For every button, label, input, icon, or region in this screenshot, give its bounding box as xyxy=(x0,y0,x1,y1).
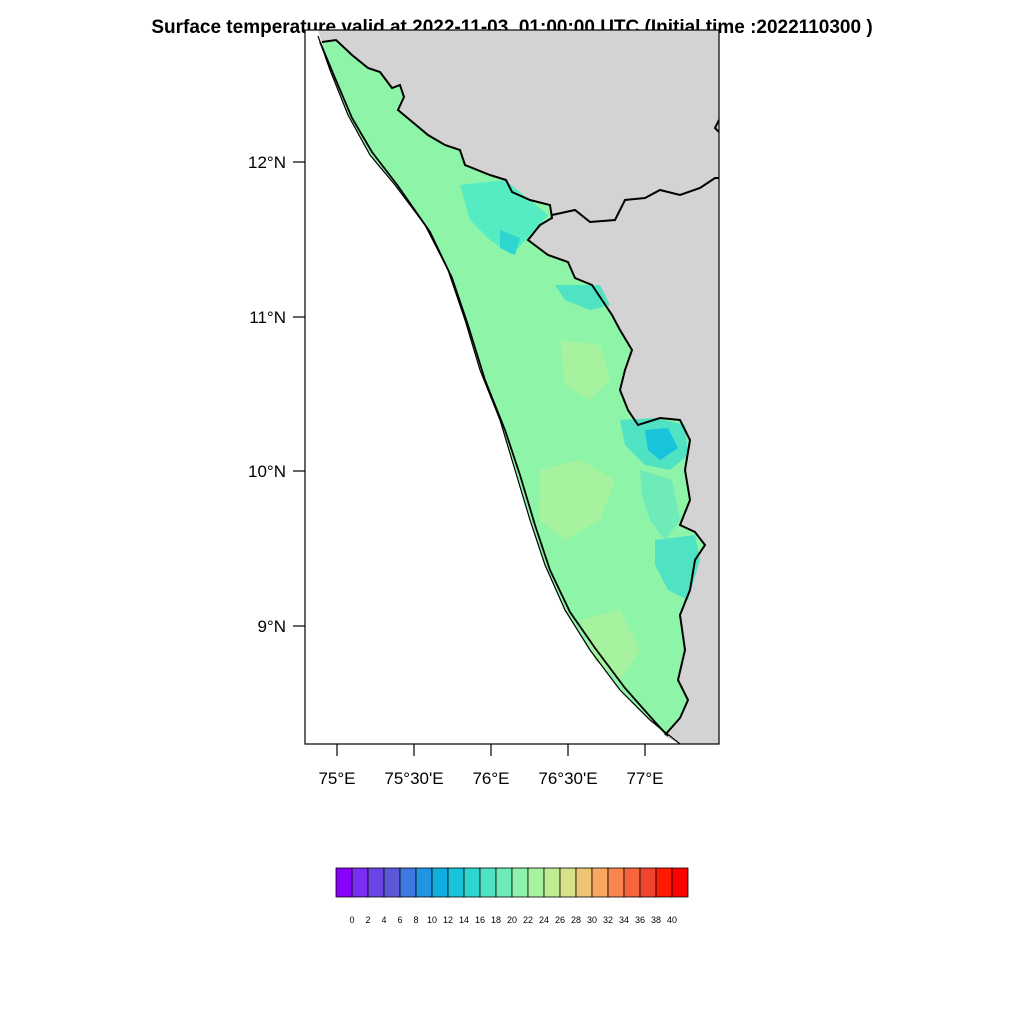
colorbar-box xyxy=(559,867,577,898)
lon-label-76e: 76°E xyxy=(472,769,509,788)
colorbar-box xyxy=(399,867,417,898)
lon-label-77e: 77°E xyxy=(626,769,663,788)
colorbar-label: 10 xyxy=(427,915,437,925)
colorbar-box xyxy=(511,867,529,898)
colorbar-box xyxy=(447,867,465,898)
state-boundary xyxy=(321,38,707,736)
colorbar-box xyxy=(335,867,353,898)
cool-patch-south xyxy=(655,535,700,600)
warm-patch-south xyxy=(580,610,640,680)
colorbar-box xyxy=(383,867,401,898)
colorbar-label: 4 xyxy=(381,915,386,925)
lon-label-76-30e: 76°30'E xyxy=(538,769,597,788)
colorbar-box xyxy=(351,867,369,898)
colorbar-label: 16 xyxy=(475,915,485,925)
lat-label-9n: 9°N xyxy=(257,617,286,636)
colorbar-label: 6 xyxy=(397,915,402,925)
lon-label-75e: 75°E xyxy=(318,769,355,788)
colorbar-box xyxy=(623,867,641,898)
colorbar xyxy=(335,867,689,898)
warm-patch-coast xyxy=(540,460,615,540)
warm-patch-central xyxy=(560,340,610,400)
colorbar-label: 26 xyxy=(555,915,565,925)
colorbar-box xyxy=(639,867,657,898)
colorbar-label: 18 xyxy=(491,915,501,925)
colorbar-label: 2 xyxy=(365,915,370,925)
colorbar-box xyxy=(655,867,673,898)
lon-label-75-30e: 75°30'E xyxy=(384,769,443,788)
lat-label-11n: 11°N xyxy=(249,308,286,327)
colorbar-box xyxy=(575,867,593,898)
colorbar-label: 28 xyxy=(571,915,581,925)
colorbar-label: 0 xyxy=(349,915,354,925)
coastline xyxy=(317,35,681,744)
colorbar-box xyxy=(415,867,433,898)
colorbar-box xyxy=(431,867,449,898)
colorbar-box xyxy=(495,867,513,898)
colorbar-label: 30 xyxy=(587,915,597,925)
colorbar-label: 40 xyxy=(667,915,677,925)
colorbar-box xyxy=(479,867,497,898)
colorbar-box xyxy=(607,867,625,898)
colorbar-label: 24 xyxy=(539,915,549,925)
colorbar-label: 38 xyxy=(651,915,661,925)
karnataka-tamilnadu-boundary xyxy=(551,177,719,224)
colorbar-box xyxy=(591,867,609,898)
colorbar-box xyxy=(463,867,481,898)
coastline-inner xyxy=(319,41,669,737)
colorbar-label: 8 xyxy=(413,915,418,925)
colorbar-box xyxy=(543,867,561,898)
lat-label-10n: 10°N xyxy=(248,462,286,481)
colorbar-label: 14 xyxy=(459,915,469,925)
plot-frame xyxy=(304,29,720,745)
colorbar-labels: 0 2 4 6 8 10 12 14 16 18 20 22 24 26 28 30 32 34 36 38 40 xyxy=(349,915,677,925)
colorbar-box xyxy=(367,867,385,898)
cold-patch-munnar xyxy=(645,428,678,460)
colorbar-label: 36 xyxy=(635,915,645,925)
colorbar-box xyxy=(671,867,689,898)
cool-patch-idukki xyxy=(640,470,680,540)
colorbar-label: 32 xyxy=(603,915,613,925)
colorbar-label: 20 xyxy=(507,915,517,925)
latitude-axis: 12°N 11°N 10°N 9°N xyxy=(248,153,305,636)
longitude-axis: 75°E 75°30'E 76°E 76°30'E 77°E xyxy=(318,744,664,788)
cool-patch-wayanad xyxy=(500,230,520,255)
colorbar-label: 12 xyxy=(443,915,453,925)
colorbar-label: 22 xyxy=(523,915,533,925)
lat-label-12n: 12°N xyxy=(248,153,286,172)
colorbar-box xyxy=(527,867,545,898)
northeast-border-stub xyxy=(713,119,719,133)
colorbar-label: 34 xyxy=(619,915,629,925)
